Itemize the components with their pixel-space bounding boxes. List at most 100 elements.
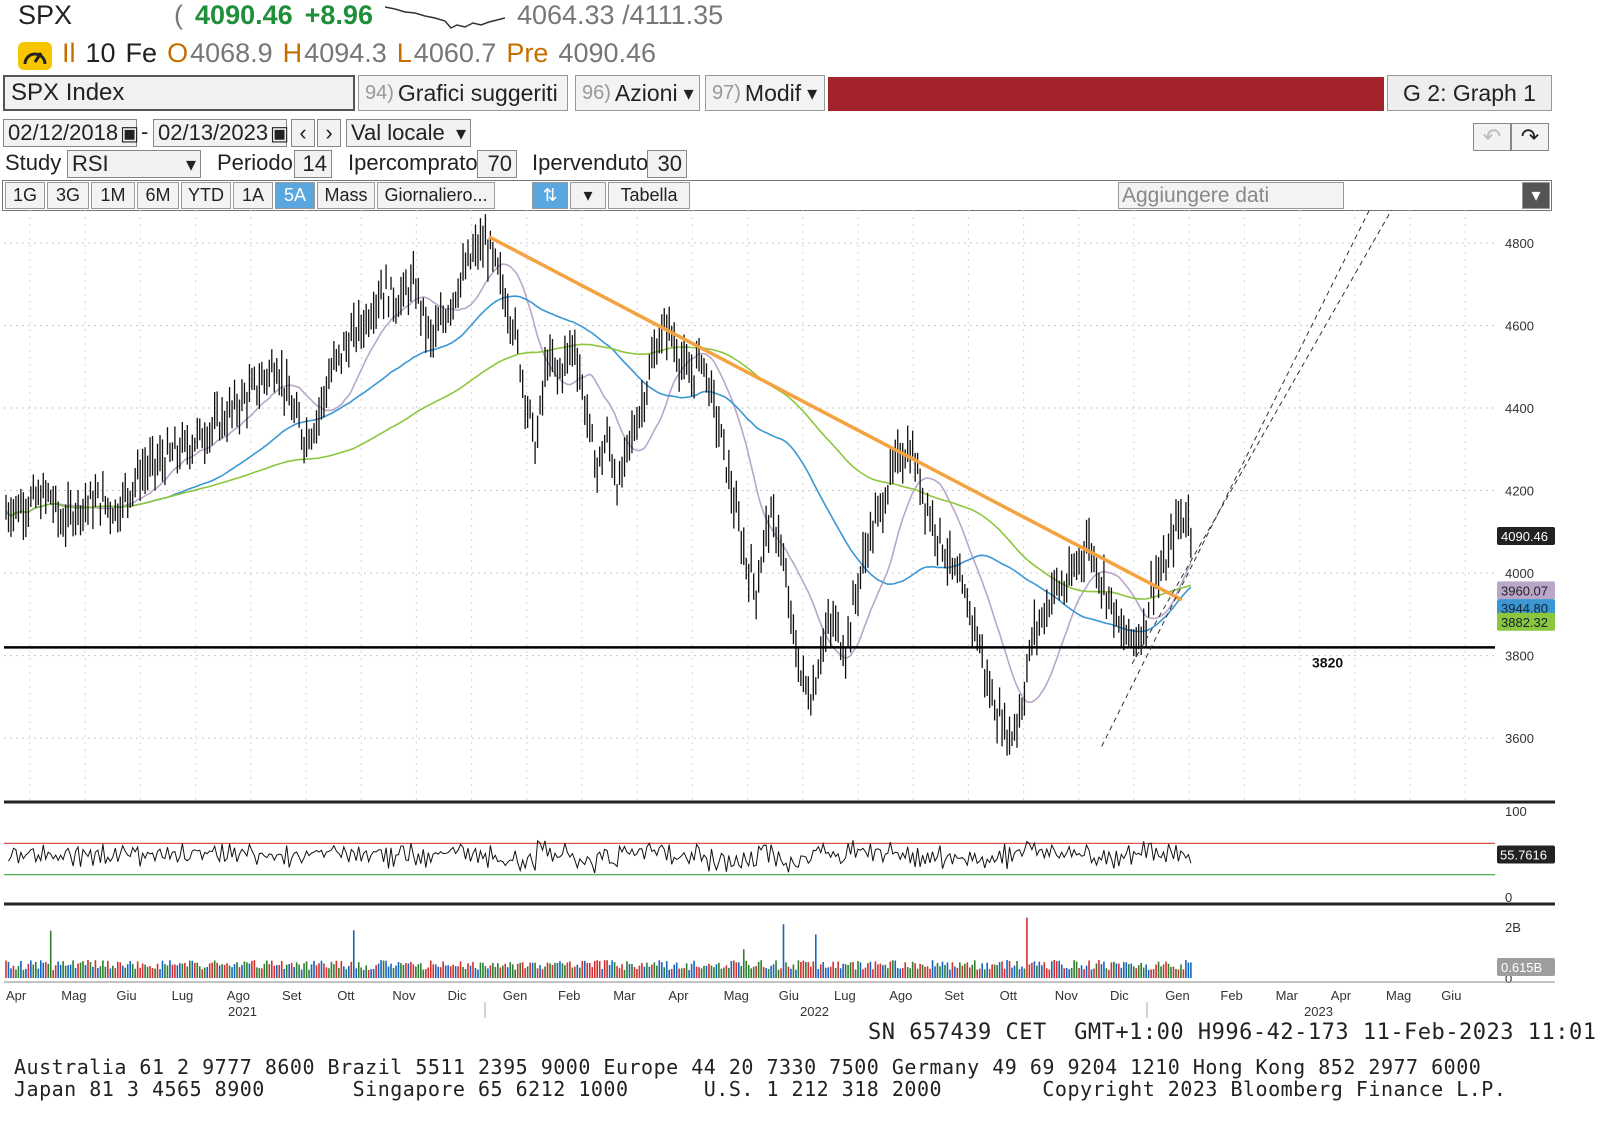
- chart-type-dropdown[interactable]: ▾: [570, 182, 606, 209]
- undo-button[interactable]: ↶: [1473, 123, 1511, 151]
- period-1a-label: 1A: [241, 185, 265, 205]
- ma-tag-bg: [1497, 612, 1555, 631]
- period-1m[interactable]: 1M: [91, 182, 135, 209]
- actions-label: Azioni: [614, 79, 678, 106]
- x-tick-label: Ott: [337, 988, 355, 1003]
- moving-average-line: [5, 343, 1192, 600]
- x-axis: Apr Mag Giu Lug Ago Set Ott Nov Dic Gen Feb Mar Apr M…: [4, 981, 1555, 1019]
- year-label: 2023: [1304, 1004, 1333, 1019]
- x-tick-label: Giu: [779, 988, 799, 1003]
- x-tick-label: Giu: [116, 988, 136, 1003]
- chart-type-button[interactable]: ⇅: [532, 182, 568, 209]
- suggested-charts-button[interactable]: 94) Grafici suggeriti: [358, 75, 568, 111]
- high-value: 4094.3: [304, 38, 387, 68]
- period-5a[interactable]: 5A: [275, 182, 315, 209]
- last-price-tag: 4090.46: [1501, 529, 1548, 544]
- moving-average-line: [5, 295, 1192, 633]
- downtrend-line: [488, 235, 1183, 602]
- period-3g[interactable]: 3G: [47, 182, 89, 209]
- modify-menu[interactable]: 97) Modif ▾: [705, 75, 825, 111]
- next-period-button[interactable]: ›: [317, 119, 341, 147]
- chevron-down-icon: ▾: [807, 82, 818, 105]
- x-tick-label: Gen: [1165, 988, 1190, 1003]
- currency-select[interactable]: Val locale ▾: [346, 119, 471, 147]
- start-date-field[interactable]: 02/12/2018 ▣: [3, 119, 140, 147]
- period-ytd[interactable]: YTD: [181, 182, 231, 209]
- period-1g-label: 1G: [12, 185, 37, 205]
- year-label: 2021: [228, 1004, 257, 1019]
- price-chart[interactable]: 3820 3600 3800 4000 4200 4400 4600 4800 4090.46…: [0, 210, 1600, 1030]
- support-label: 3820: [1312, 654, 1343, 670]
- y-tick-label: 4200: [1505, 484, 1534, 499]
- title-bar-accent: [828, 77, 1384, 111]
- add-data-dropdown[interactable]: ▾: [1522, 182, 1550, 209]
- moving-average-line: [5, 263, 1192, 704]
- y-tick-label: 4800: [1505, 236, 1534, 251]
- rsi-tick-label: 100: [1505, 804, 1527, 819]
- overbought-value: 70: [487, 151, 512, 176]
- x-tick-label: Feb: [558, 988, 580, 1003]
- gauge-icon[interactable]: [18, 42, 52, 70]
- overbought-input[interactable]: 70: [477, 150, 517, 178]
- security-input[interactable]: SPX Index: [3, 75, 355, 111]
- x-tick-label: Apr: [668, 988, 689, 1003]
- oversold-input[interactable]: 30: [647, 150, 687, 178]
- add-data-input[interactable]: Aggiungere dati: [1118, 182, 1344, 209]
- rsi-tag-bg: [1497, 845, 1555, 864]
- actions-menu[interactable]: 96) Azioni ▾: [575, 75, 700, 111]
- period-input[interactable]: 14: [294, 150, 332, 178]
- frequency-select[interactable]: Giornaliero...: [377, 182, 495, 209]
- x-tick-label: Lug: [172, 988, 194, 1003]
- last-price-tag-bg: [1497, 526, 1555, 545]
- suggested-num: 94): [365, 81, 394, 104]
- modify-label: Modif: [744, 79, 802, 106]
- prev-period-button[interactable]: ‹: [291, 119, 315, 147]
- graph-selector[interactable]: G 2: Graph 1: [1387, 75, 1552, 111]
- period-1a[interactable]: 1A: [233, 182, 273, 209]
- fe-label: Fe: [125, 38, 158, 68]
- period-max[interactable]: Mass: [317, 182, 375, 209]
- x-tick-label: Nov: [1055, 988, 1079, 1003]
- start-date: 02/12/2018: [8, 120, 119, 145]
- date-separator: -: [141, 119, 149, 144]
- rsi-last-tag: 55.7616: [1500, 848, 1547, 863]
- period-ytd-label: YTD: [188, 185, 224, 205]
- volume-tick-label: 0: [1505, 971, 1512, 986]
- x-tick-label: Ott: [1000, 988, 1018, 1003]
- low-value: 4060.7: [413, 38, 497, 68]
- period-max-label: Mass: [324, 185, 368, 205]
- frequency-label: Giornaliero...: [384, 185, 488, 205]
- y-tick-label: 3600: [1505, 731, 1534, 746]
- volume-panel: 0 2B 0.615B: [5, 917, 1555, 986]
- study-select[interactable]: RSI ▾: [67, 150, 201, 178]
- add-data-label: Aggiungere dati: [1122, 183, 1270, 207]
- moving-averages: [5, 263, 1192, 704]
- x-tick-label: Lug: [834, 988, 856, 1003]
- x-tick-label: Dic: [1110, 988, 1129, 1003]
- channel-line: [1101, 210, 1370, 747]
- chart-overlays: 3820: [4, 210, 1555, 906]
- rsi-line: [8, 839, 1192, 874]
- chevron-down-icon: ▾: [683, 82, 694, 105]
- table-label: Tabella: [620, 185, 678, 205]
- period-3g-label: 3G: [55, 185, 80, 205]
- suggested-label: Grafici suggeriti: [397, 79, 558, 106]
- quote-header: SPX ( 4090.46 +8.96 4064.33 /4111.35: [18, 0, 723, 36]
- y-tick-label: 4600: [1505, 319, 1534, 334]
- period-label: Periodo: [217, 150, 293, 175]
- period-1g[interactable]: 1G: [5, 182, 45, 209]
- volume-label: 10: [85, 38, 116, 68]
- chevron-left-icon: ‹: [299, 120, 307, 145]
- high-label: H: [282, 38, 303, 68]
- y-axis: 3600 3800 4000 4200 4400 4600 4800 4090.46 3960.…: [1497, 236, 1555, 746]
- ma-tag-bg: [1497, 581, 1555, 600]
- calendar-icon: ▣: [120, 122, 140, 145]
- chevron-down-icon: ▾: [185, 153, 196, 176]
- table-button[interactable]: Tabella: [608, 182, 690, 209]
- ma-tag-bg: [1497, 599, 1555, 618]
- ma-tag: 3944.80: [1501, 601, 1548, 616]
- end-date-field[interactable]: 02/13/2023 ▣: [153, 119, 289, 147]
- redo-button[interactable]: ↷: [1511, 123, 1549, 151]
- period-6m[interactable]: 6M: [137, 182, 179, 209]
- end-date: 02/13/2023: [158, 120, 269, 145]
